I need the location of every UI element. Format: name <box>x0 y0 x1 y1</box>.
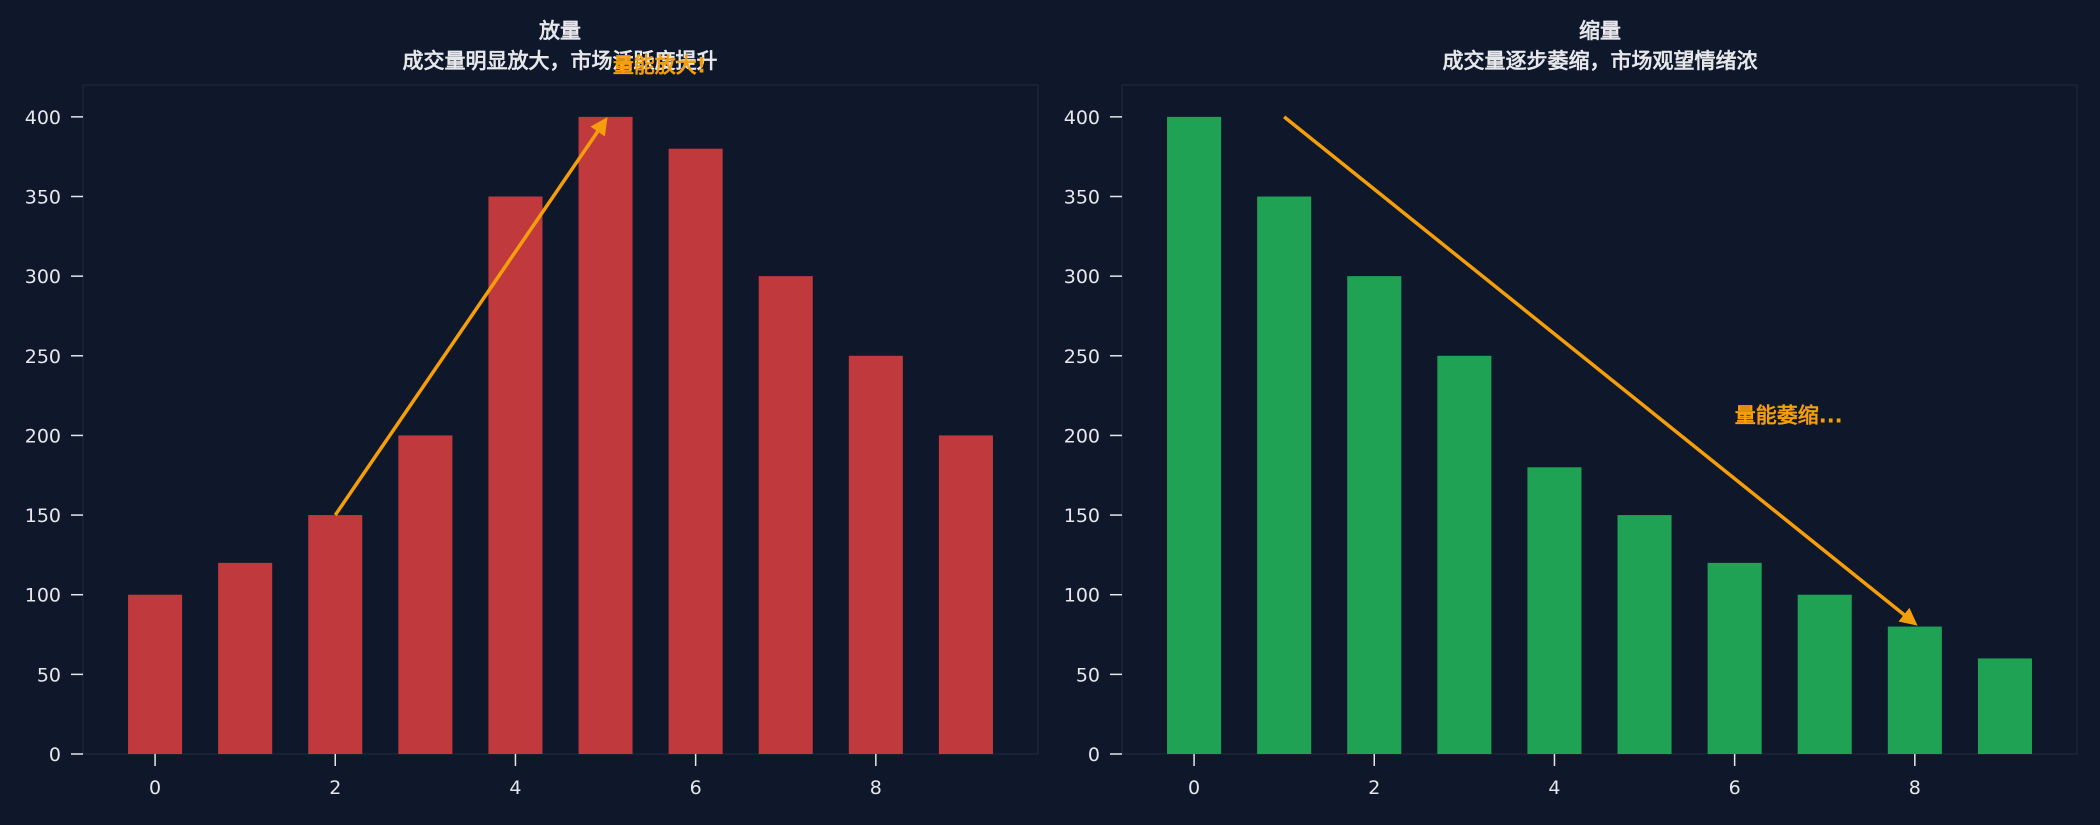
chart-title: 放量 <box>538 19 581 43</box>
y-tick-label: 100 <box>25 585 61 607</box>
bar-4 <box>488 196 543 754</box>
bar-3 <box>398 435 453 754</box>
bar-0 <box>1167 116 1222 755</box>
y-tick-label: 50 <box>1076 664 1100 686</box>
x-tick-label: 0 <box>149 777 161 799</box>
bar-2 <box>308 515 363 754</box>
chart-panel-1: 缩量成交量逐步萎缩，市场观望情绪浓05010015020025030035040… <box>1064 19 2078 799</box>
bar-8 <box>848 355 903 754</box>
x-tick-label: 4 <box>1548 777 1560 799</box>
bar-5 <box>578 116 633 755</box>
y-tick-label: 350 <box>25 187 61 209</box>
y-tick-label: 350 <box>1064 187 1100 209</box>
y-tick-label: 150 <box>25 505 61 527</box>
y-tick-label: 400 <box>1064 107 1100 129</box>
annotation-label: 量能萎缩... <box>1735 404 1843 428</box>
chart-panel-0: 放量成交量明显放大，市场活跃度提升05010015020025030035040… <box>25 19 1039 799</box>
bar-4 <box>1527 467 1582 754</box>
y-tick-label: 400 <box>25 107 61 129</box>
bar-5 <box>1617 515 1672 754</box>
bar-2 <box>1347 276 1402 754</box>
bar-9 <box>1977 658 2032 754</box>
y-tick-label: 250 <box>25 346 61 368</box>
y-tick-label: 0 <box>1088 744 1100 766</box>
bar-8 <box>1887 626 1942 754</box>
annotation-arrow <box>333 117 608 517</box>
y-tick-label: 300 <box>25 266 61 288</box>
bar-6 <box>1707 562 1762 754</box>
x-tick-label: 2 <box>329 777 341 799</box>
bar-1 <box>218 562 273 754</box>
y-tick-label: 200 <box>25 425 61 447</box>
chart-subtitle: 成交量明显放大，市场活跃度提升 <box>403 49 718 73</box>
x-tick-label: 2 <box>1368 777 1380 799</box>
x-tick-label: 8 <box>1909 777 1921 799</box>
bar-1 <box>1257 196 1312 754</box>
y-tick-label: 300 <box>1064 266 1100 288</box>
y-tick-label: 200 <box>1064 425 1100 447</box>
y-tick-label: 50 <box>37 664 61 686</box>
y-tick-label: 150 <box>1064 505 1100 527</box>
bar-6 <box>668 148 723 754</box>
chart-subtitle: 成交量逐步萎缩，市场观望情绪浓 <box>1443 49 1759 73</box>
annotation-label: 量能放大! <box>613 53 707 77</box>
bar-3 <box>1437 355 1492 754</box>
x-tick-label: 6 <box>690 777 702 799</box>
bar-9 <box>938 435 993 754</box>
y-tick-label: 0 <box>49 744 61 766</box>
bar-7 <box>1797 594 1852 754</box>
chart-title: 缩量 <box>1579 19 1621 43</box>
x-tick-label: 8 <box>870 777 882 799</box>
x-tick-label: 6 <box>1729 777 1741 799</box>
bar-0 <box>128 594 183 754</box>
x-tick-label: 0 <box>1188 777 1200 799</box>
bar-7 <box>758 276 813 754</box>
annotation-arrow <box>1283 115 1918 626</box>
x-tick-label: 4 <box>509 777 521 799</box>
y-tick-label: 250 <box>1064 346 1100 368</box>
y-tick-label: 100 <box>1064 585 1100 607</box>
